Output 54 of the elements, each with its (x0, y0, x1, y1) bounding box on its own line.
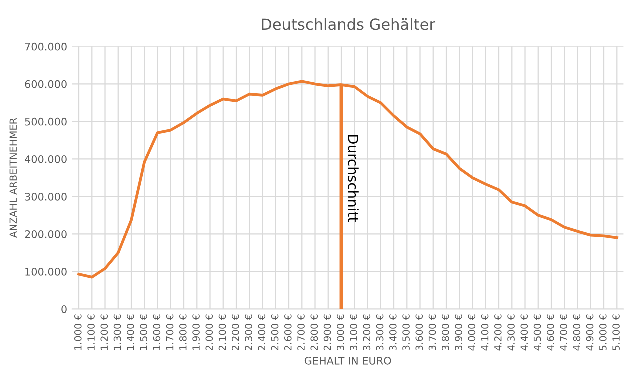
x-tick-label: 1.900 € (192, 314, 200, 350)
x-tick-label: 4.400 € (520, 314, 528, 351)
x-axis-title: GEHALT IN EURO (304, 356, 392, 365)
ref-line-label: Durchschnitt (348, 135, 359, 222)
x-tick-label: 3.900 € (455, 314, 462, 350)
x-tick-label: 1.300 € (114, 314, 122, 350)
x-tick-label: 1.000 € (74, 314, 82, 350)
y-tick-label: 500.000 (25, 118, 67, 126)
x-tick-label: 3.500 € (402, 314, 410, 350)
x-tick-label: 4.300 € (508, 314, 515, 351)
x-tick-label: 2.500 € (271, 314, 279, 351)
x-tick-label: 2.800 € (310, 314, 318, 351)
x-tick-label: 3.200 € (363, 314, 371, 350)
y-tick-label: 200.000 (25, 230, 67, 238)
x-tick-label: 3.400 € (389, 314, 397, 350)
chart-title: Deutschlands Gehälter (262, 18, 436, 30)
x-tick-label: 2.000 € (206, 314, 214, 351)
x-tick-label: 2.100 € (218, 314, 226, 351)
x-tick-label: 2.600 € (284, 314, 292, 351)
x-tick-label: 4.100 € (481, 314, 489, 351)
x-tick-label: 4.600 € (546, 314, 554, 351)
x-tick-label: 3.700 € (428, 314, 436, 350)
y-tick-label: 700.000 (25, 42, 67, 51)
y-tick-label: 600.000 (25, 80, 67, 88)
x-tick-label: 4.900 € (586, 314, 594, 351)
x-tick-label: 5.000 € (599, 314, 607, 350)
x-tick-label: 3.800 € (442, 314, 450, 350)
x-tick-label: 1.700 € (166, 314, 174, 350)
x-tick-label: 4.500 € (534, 314, 542, 351)
x-tick-label: 4.200 € (494, 314, 502, 351)
y-tick-label: 0 (62, 305, 67, 314)
x-tick-label: 5.100 € (612, 314, 620, 350)
x-tick-label: 1.500 € (140, 314, 148, 350)
x-tick-label: 4.000 € (468, 314, 476, 351)
x-tick-label: 4.800 € (573, 314, 581, 351)
y-tick-label: 400.000 (25, 155, 67, 164)
x-tick-label: 1.400 € (126, 314, 134, 350)
x-tick-label: 4.700 € (560, 314, 568, 351)
x-tick-label: 2.700 € (298, 314, 305, 351)
x-tick-label: 2.900 € (324, 314, 332, 351)
x-tick-label: 1.800 € (179, 314, 187, 350)
y-tick-label: 100.000 (26, 268, 67, 276)
y-tick-label: 300.000 (25, 192, 67, 201)
x-tick-label: 2.400 € (258, 314, 266, 351)
x-tick-label: 1.100 € (88, 314, 95, 350)
x-tick-label: 2.300 € (245, 314, 252, 351)
x-tick-label: 1.200 € (100, 314, 108, 350)
x-tick-label: 1.600 € (153, 314, 161, 350)
y-axis-title: ANZAHL ARBEITNEHMER (10, 118, 17, 238)
x-tick-label: 3.000 € (336, 314, 344, 350)
x-tick-label: 2.200 € (232, 314, 240, 351)
x-tick-label: 3.300 € (376, 314, 384, 350)
x-tick-label: 3.600 € (416, 314, 424, 350)
x-tick-label: 3.100 € (350, 314, 358, 350)
